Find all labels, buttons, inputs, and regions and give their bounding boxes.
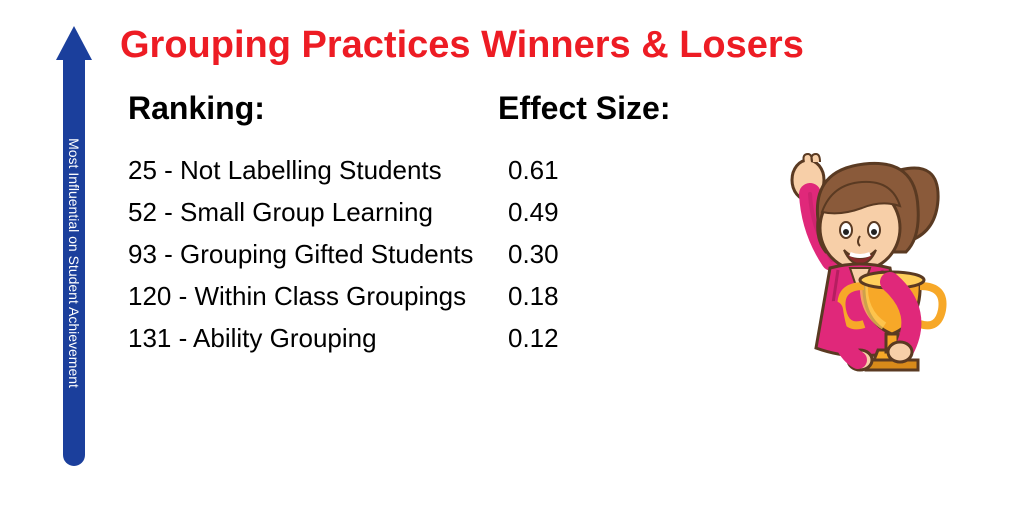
page-title: Grouping Practices Winners & Losers bbox=[120, 24, 804, 67]
effect-cell: 0.61 bbox=[508, 149, 628, 191]
rank-cell: 93 - Grouping Gifted Students bbox=[128, 233, 508, 275]
table-row: 131 - Ability Grouping 0.12 bbox=[128, 317, 768, 359]
girl-with-trophy-icon bbox=[760, 150, 960, 410]
rank-cell: 52 - Small Group Learning bbox=[128, 191, 508, 233]
rank-cell: 131 - Ability Grouping bbox=[128, 317, 508, 359]
arrow-head-icon bbox=[56, 26, 92, 60]
arrow-label: Most Influential on Student Achievement bbox=[66, 138, 82, 388]
table-header-row: Ranking: Effect Size: bbox=[128, 90, 768, 127]
rank-cell: 120 - Within Class Groupings bbox=[128, 275, 508, 317]
header-effect-size: Effect Size: bbox=[498, 90, 698, 127]
table-row: 93 - Grouping Gifted Students 0.30 bbox=[128, 233, 768, 275]
arrow-body: Most Influential on Student Achievement bbox=[63, 60, 85, 466]
effect-cell: 0.49 bbox=[508, 191, 628, 233]
influence-arrow: Most Influential on Student Achievement bbox=[56, 26, 92, 466]
effect-cell: 0.12 bbox=[508, 317, 628, 359]
ranking-table: Ranking: Effect Size: 25 - Not Labelling… bbox=[128, 90, 768, 360]
header-ranking: Ranking: bbox=[128, 90, 498, 127]
effect-cell: 0.18 bbox=[508, 275, 628, 317]
table-row: 52 - Small Group Learning 0.49 bbox=[128, 191, 768, 233]
rank-cell: 25 - Not Labelling Students bbox=[128, 149, 508, 191]
effect-cell: 0.30 bbox=[508, 233, 628, 275]
table-row: 25 - Not Labelling Students 0.61 bbox=[128, 149, 768, 191]
table-row: 120 - Within Class Groupings 0.18 bbox=[128, 275, 768, 317]
